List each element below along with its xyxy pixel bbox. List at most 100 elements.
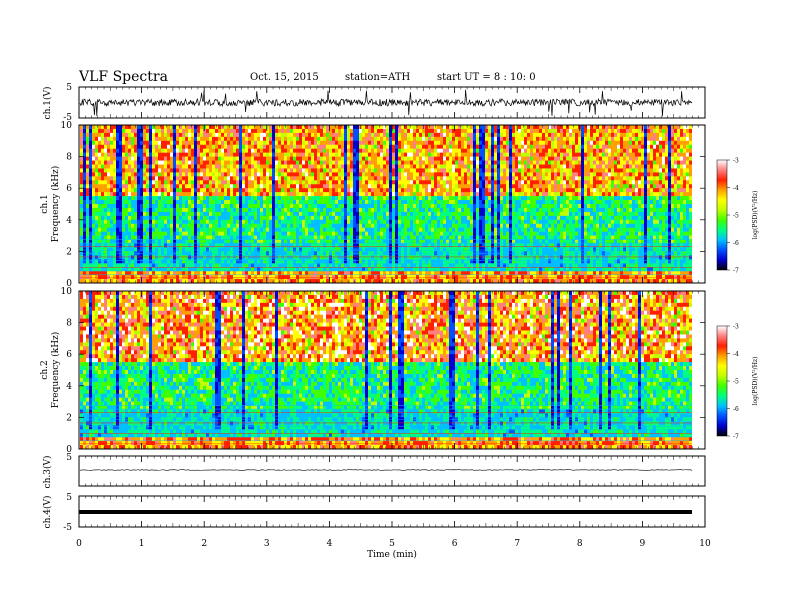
spectrogram-cell: [437, 132, 440, 138]
spectrogram-cell: [344, 168, 347, 173]
spectrogram-cell: [434, 168, 437, 173]
spectrogram-cell: [374, 132, 377, 138]
spectrogram-cell: [284, 247, 287, 252]
spectrogram-cell: [323, 243, 326, 248]
spectrogram-cell: [413, 125, 416, 130]
spectrogram-cell: [221, 271, 224, 276]
spectrogram-cell: [224, 255, 227, 260]
spectrogram-cell: [257, 219, 260, 225]
spectrogram-cell: [254, 132, 257, 138]
spectrogram-cell: [359, 176, 362, 181]
spectrogram-cell: [377, 172, 380, 177]
spectrogram-cell: [164, 219, 167, 225]
spectrogram-cell: [368, 192, 371, 197]
spectrogram-cell: [368, 247, 371, 252]
spectrogram-cell: [368, 168, 371, 173]
spectrogram-cell: [398, 243, 401, 248]
spectrogram-cell: [131, 223, 134, 228]
spectrogram-cell: [173, 184, 176, 189]
spectrogram-cell: [233, 140, 236, 146]
spectrogram-cell: [314, 267, 317, 272]
spectrogram-cell: [374, 128, 377, 134]
spectrogram-cell: [83, 188, 86, 193]
spectrogram-cell: [329, 188, 332, 193]
spectrogram-cell: [269, 263, 272, 268]
spectrogram-cell: [263, 204, 266, 209]
spectrogram-cell: [200, 211, 203, 217]
spectrogram-cell: [290, 211, 293, 217]
spectrogram-cell: [422, 132, 425, 138]
spectrogram-cell: [362, 223, 365, 228]
spectrogram-cell: [335, 188, 338, 193]
spectrogram-cell: [167, 196, 170, 201]
spectrogram-cell: [104, 184, 107, 189]
spectrogram-cell: [296, 271, 299, 276]
spectrogram-cell: [443, 231, 446, 236]
spectrogram-cell: [188, 223, 191, 228]
spectrogram-cell: [230, 279, 233, 284]
spectrogram-cell: [170, 140, 173, 146]
spectrogram-cell: [329, 125, 332, 130]
spectrogram-cell: [374, 136, 377, 142]
spectrogram-cell: [449, 271, 452, 276]
spectrogram-cell: [437, 196, 440, 201]
spectrogram-cell: [299, 128, 302, 134]
spectrogram-cell: [341, 148, 344, 153]
spectrogram-cell: [254, 259, 257, 264]
spectrogram-cell: [95, 235, 98, 240]
spectrogram-cell: [224, 204, 227, 209]
spectrogram-cell: [278, 140, 281, 146]
spectrogram-cell: [125, 168, 128, 173]
spectrogram-cell: [128, 231, 131, 236]
spectrogram-cell: [206, 152, 209, 157]
spectrogram-cell: [101, 176, 104, 181]
spectrogram-cell: [401, 215, 404, 221]
spectrogram-cell: [284, 271, 287, 276]
spectrogram-cell: [320, 140, 323, 146]
spectrogram-cell: [371, 207, 374, 213]
spectrogram-cell: [197, 188, 200, 193]
spectrogram-cell: [113, 180, 116, 185]
spectrogram-cell: [395, 255, 398, 260]
spectrogram-cell: [164, 275, 167, 280]
spectrogram-cell: [335, 160, 338, 165]
spectrogram-cell: [215, 267, 218, 272]
spectrogram-cell: [401, 255, 404, 260]
spectrogram-cell: [89, 215, 92, 221]
spectrogram-cell: [92, 267, 95, 272]
spectrogram-cell: [152, 263, 155, 268]
spectrogram-cell: [224, 279, 227, 284]
spectrogram-cell: [227, 156, 230, 161]
spectrogram-cell: [143, 275, 146, 280]
spectrogram-cell: [104, 128, 107, 134]
spectrogram-cell: [377, 219, 380, 225]
spectrogram-cell: [374, 160, 377, 165]
spectrogram-cell: [197, 227, 200, 232]
spectrogram-cell: [143, 156, 146, 161]
spectrogram-cell: [428, 239, 431, 244]
spectrogram-cell: [326, 152, 329, 157]
spectrogram-cell: [245, 144, 248, 149]
spectrogram-cell: [386, 140, 389, 146]
spectrogram-cell: [125, 243, 128, 248]
spectrogram-cell: [365, 247, 368, 252]
spectrogram-cell: [257, 196, 260, 201]
spectrogram-cell: [314, 136, 317, 142]
spectrogram-cell: [194, 136, 197, 142]
spectrogram-cell: [320, 164, 323, 169]
spectrogram-cell: [401, 247, 404, 252]
spectrogram-cell: [401, 200, 404, 205]
spectrogram-cell: [335, 128, 338, 134]
spectrogram-cell: [143, 188, 146, 193]
spectrogram-cell: [368, 156, 371, 161]
spectrogram-cell: [401, 176, 404, 181]
spectrogram-cell: [95, 125, 98, 130]
spectrogram-cell: [125, 231, 128, 236]
spectrogram-cell: [161, 211, 164, 217]
spectrogram-cell: [197, 156, 200, 161]
spectrogram-cell: [182, 200, 185, 205]
spectrogram-cell: [344, 223, 347, 228]
spectrogram-cell: [383, 207, 386, 213]
spectrogram-cell: [227, 263, 230, 268]
spectrogram-cell: [146, 132, 149, 138]
